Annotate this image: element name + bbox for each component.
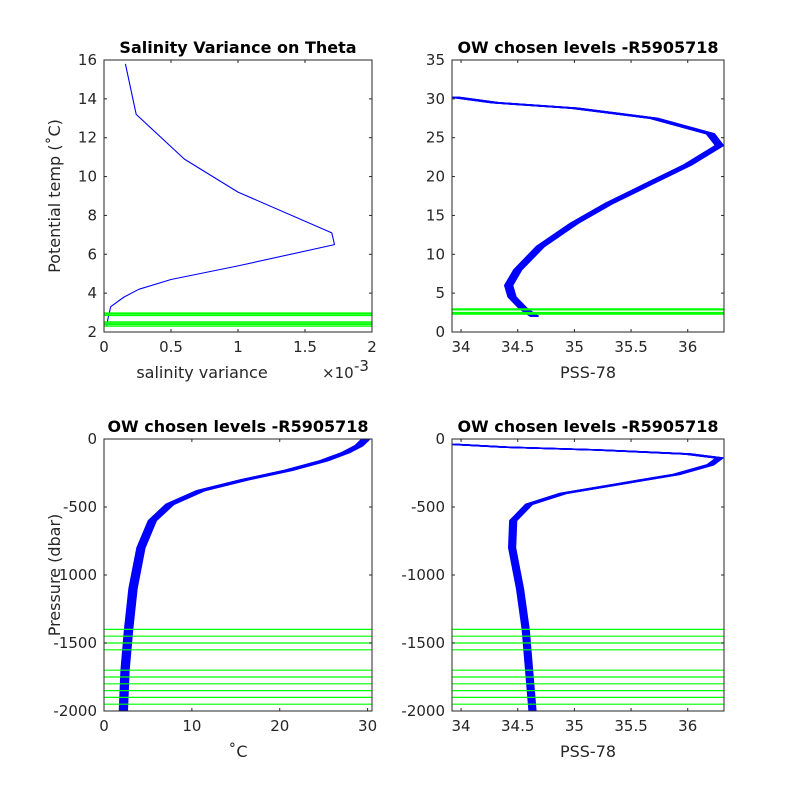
- x-axis-label: salinity variance: [136, 363, 267, 382]
- y-tick-label: 0: [87, 430, 97, 448]
- x-exponent-label: ×10: [322, 364, 354, 382]
- x-tick-label: 34.5: [501, 338, 534, 356]
- plot-content: [452, 443, 724, 711]
- y-tick-label: 16: [78, 51, 97, 69]
- x-exponent-power: -3: [354, 357, 369, 375]
- x-tick-label: 2: [367, 338, 377, 356]
- y-tick-label: 10: [78, 168, 97, 186]
- x-tick-label: 30: [358, 717, 377, 735]
- plot-area: [452, 60, 724, 332]
- y-tick-label: 4: [87, 284, 97, 302]
- x-tick-label: 1.5: [293, 338, 317, 356]
- x-tick-label: 35: [565, 338, 584, 356]
- y-tick-label: 25: [426, 129, 445, 147]
- y-tick-label: 5: [435, 284, 445, 302]
- y-tick-label: 12: [78, 129, 97, 147]
- x-tick-label: 35: [565, 717, 584, 735]
- y-tick-label: -1000: [53, 566, 97, 584]
- x-axis-label: PSS-78: [560, 742, 616, 761]
- y-tick-label: -1000: [401, 566, 445, 584]
- x-tick-label: 0.5: [159, 338, 183, 356]
- plot-content: [104, 63, 372, 327]
- x-axis-label: ˚C: [228, 742, 247, 761]
- y-tick-label: 0: [435, 323, 445, 341]
- chart-title: Salinity Variance on Theta: [119, 38, 356, 57]
- chart-2: 34 34.5 35 35.5 36 0 5 10 15 20 25 30 35 OW chosen le…: [426, 38, 725, 382]
- y-tick-label: -2000: [401, 702, 445, 720]
- series-line: [106, 63, 336, 327]
- y-tick-label: 2: [87, 323, 97, 341]
- x-tick-label: 34.5: [501, 717, 534, 735]
- chart-4: 34 34.5 35 35.5 36 0 -500 -1000 -1500 -2000 OW cho…: [401, 417, 725, 761]
- series-line: [459, 96, 724, 318]
- chart-title: OW chosen levels -R5905718: [107, 417, 368, 436]
- x-tick-label: 34: [452, 338, 471, 356]
- y-axis-label: Pressure (dbar): [45, 514, 64, 637]
- x-tick-label: 0: [99, 338, 109, 356]
- y-tick-label: 20: [426, 168, 445, 186]
- x-tick-label: 35.5: [614, 338, 647, 356]
- plot-area: [452, 439, 724, 711]
- x-tick-label: 0: [99, 717, 109, 735]
- y-tick-label: 35: [426, 51, 445, 69]
- y-tick-label: 15: [426, 206, 445, 224]
- x-axis-label: PSS-78: [560, 363, 616, 382]
- y-tick-label: 0: [435, 430, 445, 448]
- x-tick-label: 34: [452, 717, 471, 735]
- y-tick-label: 6: [87, 245, 97, 263]
- y-tick-label: 14: [78, 90, 97, 108]
- axes-box: [451, 59, 725, 333]
- plot-content: [104, 439, 372, 711]
- y-axis-label: Potential temp (˚C): [45, 119, 64, 273]
- y-tick-label: 30: [426, 90, 445, 108]
- y-tick-label: 8: [87, 206, 97, 224]
- series-line: [126, 439, 371, 711]
- plot-content: [452, 96, 724, 318]
- x-tick-label: 36: [678, 717, 697, 735]
- y-tick-label: -1500: [53, 634, 97, 652]
- x-tick-label: 20: [270, 717, 289, 735]
- y-tick-label: 10: [426, 245, 445, 263]
- series-line: [458, 443, 724, 711]
- x-tick-label: 36: [678, 338, 697, 356]
- x-tick-label: 1: [233, 338, 243, 356]
- chart-title: OW chosen levels -R5905718: [457, 38, 718, 57]
- y-tick-label: -1500: [401, 634, 445, 652]
- plot-area: [104, 60, 372, 332]
- y-tick-label: -2000: [53, 702, 97, 720]
- x-tick-label: 10: [182, 717, 201, 735]
- y-tick-label: -500: [63, 498, 97, 516]
- x-tick-label: 35.5: [614, 717, 647, 735]
- chart-title: OW chosen levels -R5905718: [457, 417, 718, 436]
- y-tick-label: -500: [411, 498, 445, 516]
- chart-3: 0 10 20 30 0 -500 -1000 -1500 -2000 OW chosen lev…: [45, 417, 377, 761]
- chart-1: 0 0.5 1 1.5 2 2 4 6 8 10 12 14 16 Salinity Variance o…: [45, 38, 377, 382]
- plot-area: [104, 439, 372, 711]
